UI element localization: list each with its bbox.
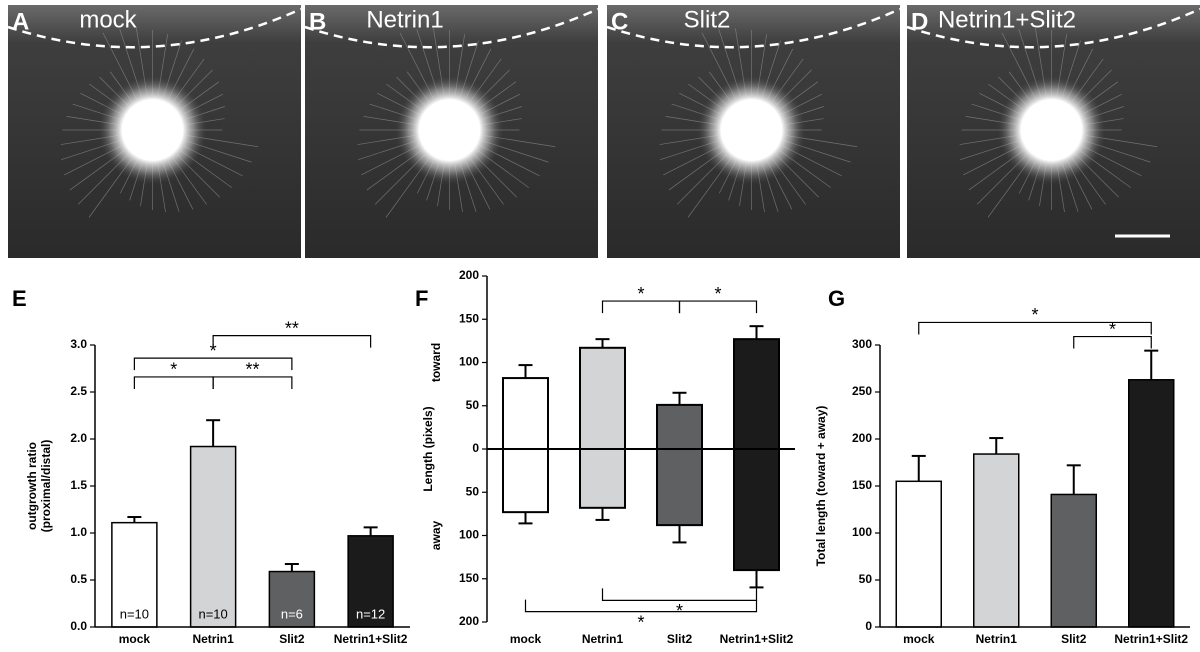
significance-label: * [1109,319,1116,339]
significance-bracket [1073,335,1152,349]
significance-label: * [170,360,177,380]
significance-label: * [1031,305,1038,325]
explant [696,75,807,185]
bar [502,377,549,451]
y-tick-label: 2.0 [70,431,87,445]
y-tick-label: 0 [865,619,872,633]
bar [579,448,626,509]
x-tick-label: Netrin1+Slit2 [720,632,794,646]
panel-letter: C [611,8,628,35]
y-tick-label: 100 [459,355,479,369]
significance-bracket [601,588,758,601]
y-tick-label: 1.0 [70,525,87,539]
panel-letter: D [911,8,928,35]
y-tick-label: 100 [459,528,479,542]
panel-label: mock [79,6,137,33]
y-tick-label: 200 [852,431,872,445]
panel-letter: E [12,286,27,311]
x-tick-label: Netrin1 [582,632,624,646]
y-tick-label: 100 [852,525,872,539]
x-tick-label: Netrin1+Slit2 [334,632,408,646]
explant [394,75,505,185]
y-tick-label: 2.5 [70,384,87,398]
bar [502,448,549,514]
x-tick-label: Slit2 [279,632,305,646]
y-tick-label: 50 [466,398,480,412]
boundary [906,7,1200,49]
significance-bracket [212,376,293,389]
significance-label: * [637,612,644,632]
significance-bracket [678,300,758,314]
y-tick-label: 200 [459,614,479,628]
panel-letter: G [828,286,845,311]
bar [1050,493,1097,628]
y-axis-label: (proximal/distal) [39,440,53,533]
panel-label: Netrin1+Slit2 [938,6,1076,33]
y-tick-label: 300 [852,337,872,351]
n-label: n=10 [120,606,149,621]
significance-label: * [714,284,721,304]
y-tick-label: 50 [859,572,873,586]
y-tick-label: 1.5 [70,478,87,492]
y-tick-label: 150 [852,478,872,492]
bar [656,403,703,451]
significance-bracket [133,357,293,371]
y-axis-label: outgrowth ratio [25,442,39,530]
bar [189,445,237,628]
explant [97,75,208,185]
y-axis-label: Total length (toward + away) [814,406,828,567]
y-tick-label: 250 [852,384,872,398]
y-axis-label: Length (pixels) [421,406,435,491]
n-label: n=6 [281,606,303,621]
x-tick-label: Slit2 [667,632,693,646]
bar [733,448,780,572]
panel-letter: A [12,8,29,35]
y-tick-label: 50 [466,484,480,498]
y-tick-label: 3.0 [70,337,87,351]
series-label: toward [429,343,443,382]
x-tick-label: mock [903,632,935,646]
boundary [7,7,302,49]
significance-label: ** [245,360,259,380]
y-tick-label: 0.0 [70,619,87,633]
x-tick-label: Netrin1 [976,632,1018,646]
y-tick-label: 200 [459,268,479,282]
x-tick-label: Slit2 [1061,632,1087,646]
boundary [304,7,599,49]
significance-bracket [212,335,372,348]
bar [111,521,158,628]
bar [973,453,1020,628]
significance-bracket [524,599,758,613]
bar [1128,379,1175,628]
y-tick-label: 150 [459,311,479,325]
bar [656,448,703,527]
panel-label: Slit2 [684,6,731,33]
y-tick-label: 0.5 [70,572,87,586]
significance-label: * [637,284,644,304]
significance-bracket [918,321,1152,335]
bar [895,480,942,628]
boundary [606,7,901,49]
y-tick-label: 0 [472,441,479,455]
x-tick-label: Netrin1+Slit2 [1114,632,1188,646]
bar [579,346,626,451]
panel-letter: B [309,8,326,35]
x-tick-label: mock [119,632,151,646]
significance-label: * [210,341,217,361]
bar [733,338,780,450]
series-label: away [429,520,443,550]
bar [347,535,394,628]
significance-label: ** [285,318,299,338]
x-tick-label: Netrin1 [192,632,234,646]
explant [996,75,1107,185]
n-label: n=12 [356,606,385,621]
n-label: n=10 [198,606,227,621]
x-tick-label: mock [510,632,542,646]
panel-letter: F [415,286,428,311]
panel-label: Netrin1 [366,6,443,33]
y-tick-label: 150 [459,571,479,585]
